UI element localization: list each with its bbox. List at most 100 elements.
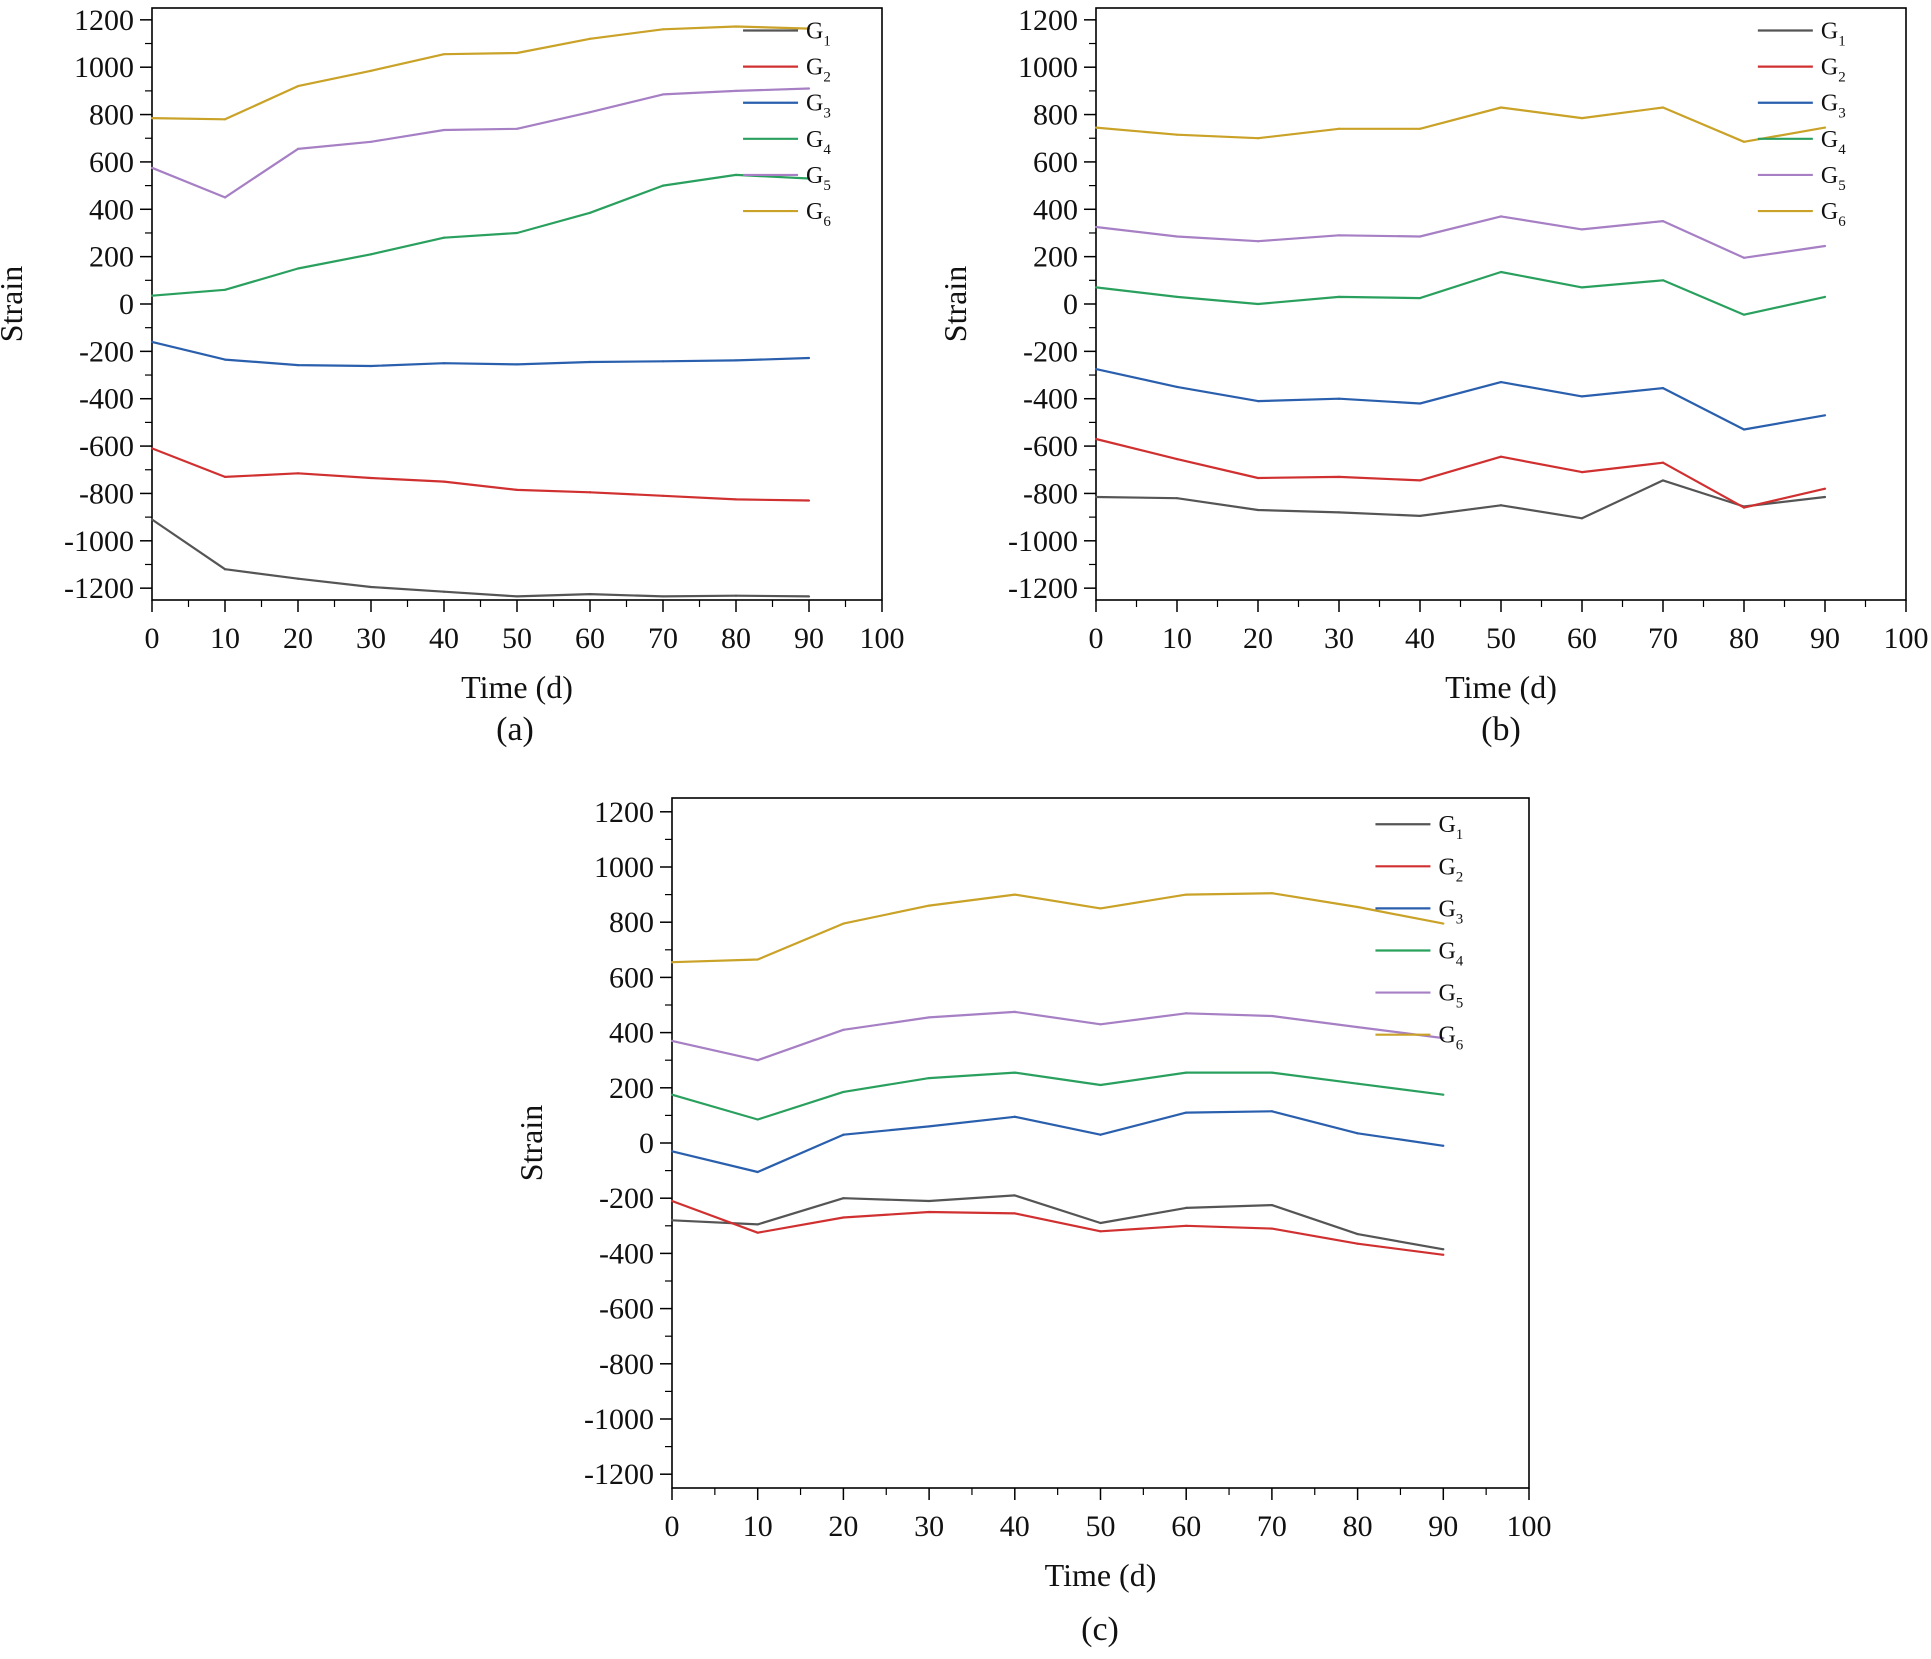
data-point-g5: [928, 1016, 931, 1019]
y-tick-label: 1200: [74, 4, 134, 37]
data-point-g5: [1442, 1037, 1445, 1040]
data-point-g3: [807, 356, 811, 360]
y-tick-label: 1000: [74, 51, 134, 84]
data-point-g2: [1442, 1253, 1445, 1256]
data-point-g3: [369, 364, 373, 368]
data-point-g2: [670, 1199, 674, 1203]
y-tick-label: -1200: [64, 572, 134, 605]
y-tick-label: -200: [1023, 335, 1078, 368]
data-point-g1: [1270, 1204, 1273, 1207]
data-point-g5: [1742, 256, 1746, 259]
x-tick-label: 80: [721, 622, 751, 655]
data-point-g1: [842, 1197, 845, 1200]
data-point-g3: [1099, 1133, 1102, 1136]
data-point-g5: [1099, 1023, 1102, 1026]
data-point-g1: [442, 590, 446, 593]
data-point-g3: [1094, 368, 1098, 371]
data-point-g5: [1418, 235, 1422, 238]
data-point-g2: [1356, 1242, 1359, 1245]
data-point-g6: [442, 53, 446, 56]
data-point-g3: [1356, 1132, 1359, 1135]
data-point-g6: [1742, 140, 1746, 143]
data-point-g4: [369, 253, 373, 256]
legend-label-g5: G5: [1821, 163, 1846, 194]
data-point-g1: [734, 594, 738, 597]
data-point-g1: [588, 592, 592, 596]
data-point-g3: [1442, 1144, 1445, 1147]
data-point-g6: [1337, 127, 1341, 130]
data-point-g5: [442, 128, 446, 132]
data-point-g1: [1013, 1194, 1016, 1197]
data-point-g5: [1499, 215, 1503, 218]
x-tick-label: 0: [145, 622, 160, 655]
data-point-g4: [1356, 1082, 1359, 1085]
data-point-g4: [1742, 313, 1746, 316]
y-tick-label: 800: [609, 906, 654, 939]
data-point-g5: [515, 127, 519, 130]
data-point-g4: [807, 177, 811, 180]
y-tick-label: 0: [639, 1127, 654, 1160]
data-point-g5: [842, 1028, 845, 1031]
series-line-g5: [1095, 215, 1826, 259]
data-point-g3: [1185, 1111, 1188, 1114]
data-point-g4: [734, 173, 738, 177]
series-line-g1: [671, 1194, 1444, 1251]
legend-label-g1: G1: [806, 18, 831, 49]
data-point-g1: [756, 1223, 759, 1226]
series-line-g6: [1095, 106, 1826, 143]
data-point-g1: [1499, 504, 1503, 507]
data-point-g6: [1013, 893, 1016, 896]
data-point-g4: [1580, 286, 1584, 289]
data-point-g3: [842, 1133, 845, 1136]
data-point-g6: [296, 85, 300, 88]
legend-label-g4: G4: [1821, 127, 1846, 158]
data-point-g6: [1256, 137, 1260, 140]
data-point-g6: [807, 27, 811, 30]
y-tick-label: 400: [89, 193, 134, 226]
series-line-g3: [151, 340, 810, 368]
y-tick-label: 1000: [1018, 51, 1078, 84]
data-point-g6: [1099, 907, 1102, 910]
data-point-g6: [756, 958, 759, 961]
data-point-g4: [442, 236, 446, 239]
data-point-g1: [296, 577, 300, 580]
x-tick-label: 0: [1089, 622, 1104, 655]
data-point-g2: [223, 475, 227, 478]
y-tick-label: 200: [609, 1072, 654, 1105]
data-point-g6: [588, 37, 592, 40]
series-line-g2: [1095, 437, 1826, 509]
x-tick-label: 0: [665, 1510, 680, 1543]
data-point-g3: [1661, 386, 1665, 390]
data-point-g5: [1013, 1010, 1016, 1014]
data-point-g1: [1099, 1221, 1102, 1225]
data-point-g5: [223, 196, 227, 199]
data-point-g4: [1175, 295, 1179, 298]
data-point-g2: [1099, 1230, 1102, 1233]
x-tick-label: 30: [356, 622, 386, 655]
data-point-g4: [1337, 295, 1341, 298]
y-tick-label: 800: [89, 99, 134, 132]
data-point-g3: [1337, 397, 1341, 400]
plot-frame: [151, 7, 883, 601]
data-point-g2: [807, 499, 811, 502]
data-point-g3: [588, 360, 592, 364]
series-line-g6: [671, 892, 1444, 964]
data-point-g5: [369, 140, 373, 143]
data-point-g6: [928, 904, 931, 907]
data-point-g2: [369, 476, 373, 480]
y-tick-label: -1200: [584, 1458, 654, 1491]
data-point-g3: [1499, 381, 1503, 384]
data-point-g3: [442, 362, 446, 365]
data-point-g6: [1094, 126, 1098, 129]
data-point-g5: [1356, 1025, 1359, 1029]
data-point-g3: [1580, 395, 1584, 398]
plot-frame: [671, 797, 1530, 1489]
data-point-g3: [1742, 428, 1746, 431]
data-point-g6: [1580, 117, 1584, 120]
legend-label-g5: G5: [1438, 981, 1463, 1012]
series-line-g5: [151, 87, 810, 199]
data-point-g5: [734, 89, 738, 92]
data-point-g1: [661, 595, 665, 598]
x-tick-label: 70: [1648, 622, 1678, 655]
